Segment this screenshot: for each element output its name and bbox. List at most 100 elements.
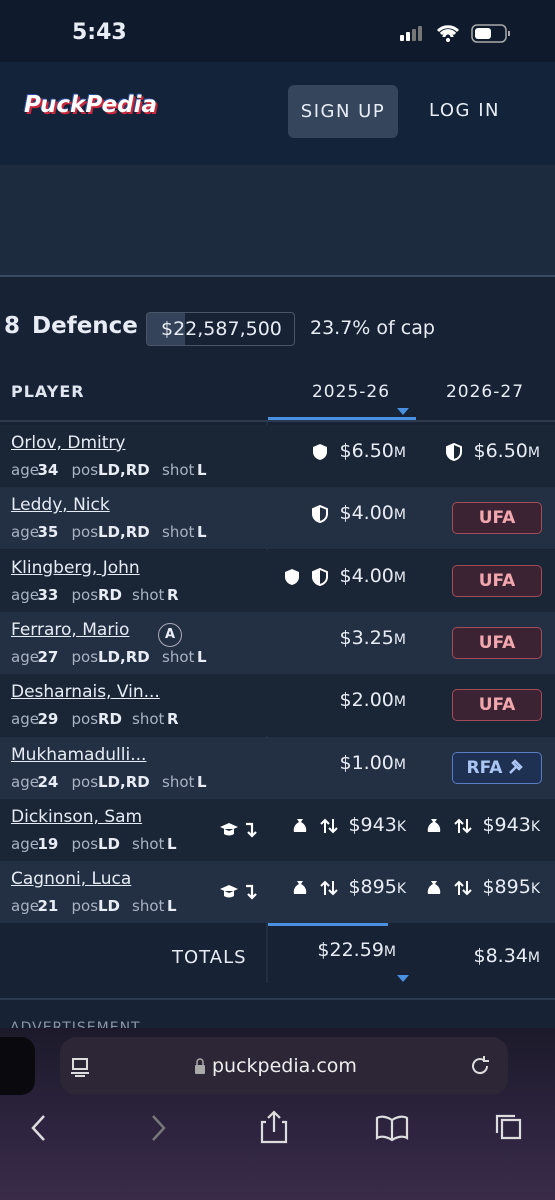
status-icons xyxy=(400,24,510,43)
turn-down-glyph xyxy=(246,822,257,838)
amount: $943 xyxy=(348,813,397,836)
back-button[interactable] xyxy=(31,1115,45,1141)
field-label: shot xyxy=(132,897,165,916)
amount: $1.00 xyxy=(339,751,394,774)
totals-divider xyxy=(268,923,388,927)
shield-half-icon xyxy=(311,505,332,524)
cap-icon xyxy=(219,883,239,901)
cap-hit: $22,587,500 xyxy=(146,312,295,346)
hammer-glyph xyxy=(509,758,524,774)
player-name[interactable]: Leddy, Nick xyxy=(11,495,110,516)
bag-glyph xyxy=(428,818,441,832)
reload-icon[interactable] xyxy=(468,1054,492,1078)
cap-value: $895 K xyxy=(348,876,406,898)
logo[interactable]: PuckPedia xyxy=(24,92,158,118)
player-name[interactable]: Desharnais, Vin... xyxy=(11,682,160,703)
field-value: 34 xyxy=(37,461,59,479)
unit: K xyxy=(530,818,540,835)
field-value: 19 xyxy=(37,834,59,853)
sort-arrow xyxy=(397,408,409,415)
contract-status[interactable]: RFA xyxy=(452,751,542,784)
unit: K xyxy=(396,818,406,835)
column-header[interactable]: 2026-27 xyxy=(445,382,525,402)
player-row: Orlov, Dmitry age 34 pos LD,RD shot L $6.50 M $6.… xyxy=(0,425,555,487)
player-name[interactable]: Klingberg, John xyxy=(11,557,140,578)
share-button[interactable] xyxy=(260,1110,288,1144)
field-label: pos xyxy=(71,772,99,791)
arrows-icon xyxy=(454,879,474,897)
field-label: shot xyxy=(162,647,195,666)
banner-area xyxy=(0,165,555,277)
field-label: pos xyxy=(71,523,99,542)
field-value: LD,RD xyxy=(98,647,150,666)
bag-glyph xyxy=(294,881,307,895)
cap-glyph xyxy=(220,885,238,898)
forward-button[interactable] xyxy=(152,1115,166,1141)
sign-up-button[interactable]: SIGN UP xyxy=(288,85,398,138)
field-label: age xyxy=(11,461,39,479)
status-text: UFA xyxy=(478,695,516,716)
amount: $6.50 xyxy=(339,440,394,462)
cap-value: $6.50 M xyxy=(340,440,407,462)
player-name[interactable]: Mukhamadulli... xyxy=(11,744,147,765)
arrows-glyph xyxy=(320,880,339,896)
amount: $895 xyxy=(482,876,531,899)
status-text: UFA xyxy=(478,632,516,653)
player-name[interactable]: Orlov, Dmitry xyxy=(11,433,126,453)
player-row: Mukhamadulli... age 24 pos LD,RD shot L $1.00 M R… xyxy=(0,736,555,799)
amount: $8.34 xyxy=(473,945,528,968)
cap-value: $943 K xyxy=(348,814,406,836)
turn-down-glyph xyxy=(246,884,257,900)
field-label: shot xyxy=(132,585,165,604)
shield-half-glyph xyxy=(311,505,328,524)
url-text[interactable]: puckpedia.com xyxy=(212,1055,357,1077)
amount: $895 xyxy=(348,876,397,899)
reader-icon[interactable] xyxy=(68,1055,92,1079)
arrows-glyph xyxy=(454,880,473,896)
field-value: 21 xyxy=(37,897,59,916)
field-label: shot xyxy=(132,710,165,729)
table: PLAYER 2025-26 2026-27 Orlov, Dmitry age 34 po… xyxy=(0,358,555,1001)
log-in-button[interactable]: LOG IN xyxy=(429,100,500,121)
player-row: Leddy, Nick age 35 pos LD,RD shot L $4.00 M UFA xyxy=(0,487,555,550)
contract-status[interactable]: UFA xyxy=(452,626,542,659)
field-value: 33 xyxy=(37,585,59,604)
field-value: LD,RD xyxy=(98,772,150,791)
player-name[interactable]: Cagnoni, Luca xyxy=(11,869,132,890)
field-value: L xyxy=(167,897,177,916)
field-label: pos xyxy=(71,834,99,853)
field-value: 27 xyxy=(37,647,59,666)
cap-value: $3.25 M xyxy=(340,627,407,649)
bag-icon xyxy=(426,879,446,897)
status-bar xyxy=(0,0,555,62)
contract-status[interactable]: UFA xyxy=(452,564,542,597)
bag-icon xyxy=(292,817,312,835)
url-bar[interactable] xyxy=(60,1037,508,1095)
field-value: L xyxy=(197,461,207,479)
amount: $943 xyxy=(482,813,531,836)
amount: $4.00 xyxy=(339,502,394,525)
player-name[interactable]: Ferraro, Mario xyxy=(11,619,130,640)
totals-sort-arrow xyxy=(397,975,409,983)
unit: M xyxy=(527,445,540,461)
field-value: R xyxy=(167,710,179,729)
contract-status[interactable]: UFA xyxy=(452,689,542,722)
cap-icon xyxy=(219,821,239,839)
field-label: pos xyxy=(71,647,99,666)
tab-pill[interactable] xyxy=(0,1037,35,1095)
field-value: RD xyxy=(98,710,123,729)
field-label: shot xyxy=(162,523,195,542)
section-title: Defence xyxy=(32,313,138,339)
field-label: shot xyxy=(162,772,195,791)
tabs-button[interactable] xyxy=(495,1114,522,1140)
contract-status[interactable]: UFA xyxy=(452,502,542,535)
cap-value: $943 K xyxy=(482,814,540,836)
player-name[interactable]: Dickinson, Sam xyxy=(11,806,143,827)
unit: K xyxy=(530,881,540,898)
table-bottom-border xyxy=(0,998,555,1001)
bookmarks-button[interactable] xyxy=(375,1115,409,1142)
amount: $4.00 xyxy=(339,564,394,587)
column-header[interactable]: 2025-26 xyxy=(311,382,391,402)
field-label: pos xyxy=(71,710,99,729)
